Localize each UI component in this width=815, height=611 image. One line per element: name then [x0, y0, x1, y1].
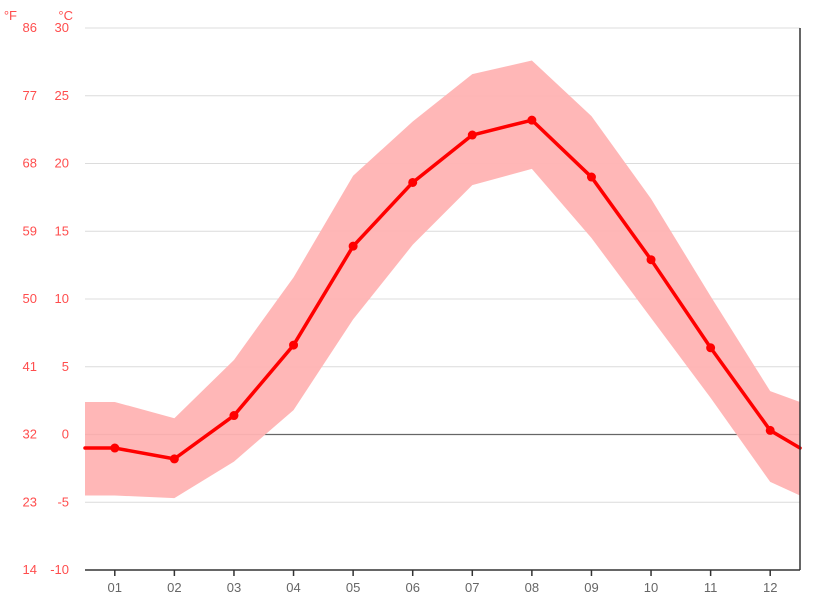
xtick-label: 08 — [525, 580, 539, 595]
ytick-label-f: 41 — [23, 359, 37, 374]
xtick-label: 05 — [346, 580, 360, 595]
data-point — [468, 131, 476, 139]
xtick-label: 09 — [584, 580, 598, 595]
ytick-label-f: 23 — [23, 494, 37, 509]
data-point — [290, 341, 298, 349]
xtick-label: 02 — [167, 580, 181, 595]
ytick-label-c: 0 — [62, 427, 69, 442]
data-point — [707, 344, 715, 352]
ytick-label-c: 20 — [55, 156, 69, 171]
unit-label-f: °F — [4, 8, 17, 23]
data-point — [170, 455, 178, 463]
xtick-label: 06 — [405, 580, 419, 595]
ytick-label-c: -5 — [57, 494, 69, 509]
ytick-label-c: 10 — [55, 291, 69, 306]
xtick-label: 07 — [465, 580, 479, 595]
data-point — [528, 116, 536, 124]
unit-label-c: °C — [58, 8, 73, 23]
temperature-band — [85, 61, 800, 499]
xtick-label: 03 — [227, 580, 241, 595]
ytick-label-c: 15 — [55, 223, 69, 238]
data-point — [766, 426, 774, 434]
data-point — [111, 444, 119, 452]
ytick-label-f: 50 — [23, 291, 37, 306]
ytick-label-f: 32 — [23, 427, 37, 442]
xtick-label: 12 — [763, 580, 777, 595]
temperature-chart: -1014-52303254110501559206825773086°C°F0… — [0, 0, 815, 611]
data-point — [409, 178, 417, 186]
ytick-label-c: 25 — [55, 88, 69, 103]
data-point — [230, 412, 238, 420]
ytick-label-f: 59 — [23, 223, 37, 238]
xtick-label: 04 — [286, 580, 300, 595]
ytick-label-f: 77 — [23, 88, 37, 103]
ytick-label-f: 86 — [23, 20, 37, 35]
ytick-label-f: 68 — [23, 156, 37, 171]
data-point — [647, 256, 655, 264]
data-point — [587, 173, 595, 181]
xtick-label: 11 — [704, 580, 718, 595]
data-point — [349, 242, 357, 250]
ytick-label-c: -10 — [50, 562, 69, 577]
xtick-label: 01 — [108, 580, 122, 595]
ytick-label-f: 14 — [23, 562, 37, 577]
xtick-label: 10 — [644, 580, 658, 595]
ytick-label-c: 5 — [62, 359, 69, 374]
